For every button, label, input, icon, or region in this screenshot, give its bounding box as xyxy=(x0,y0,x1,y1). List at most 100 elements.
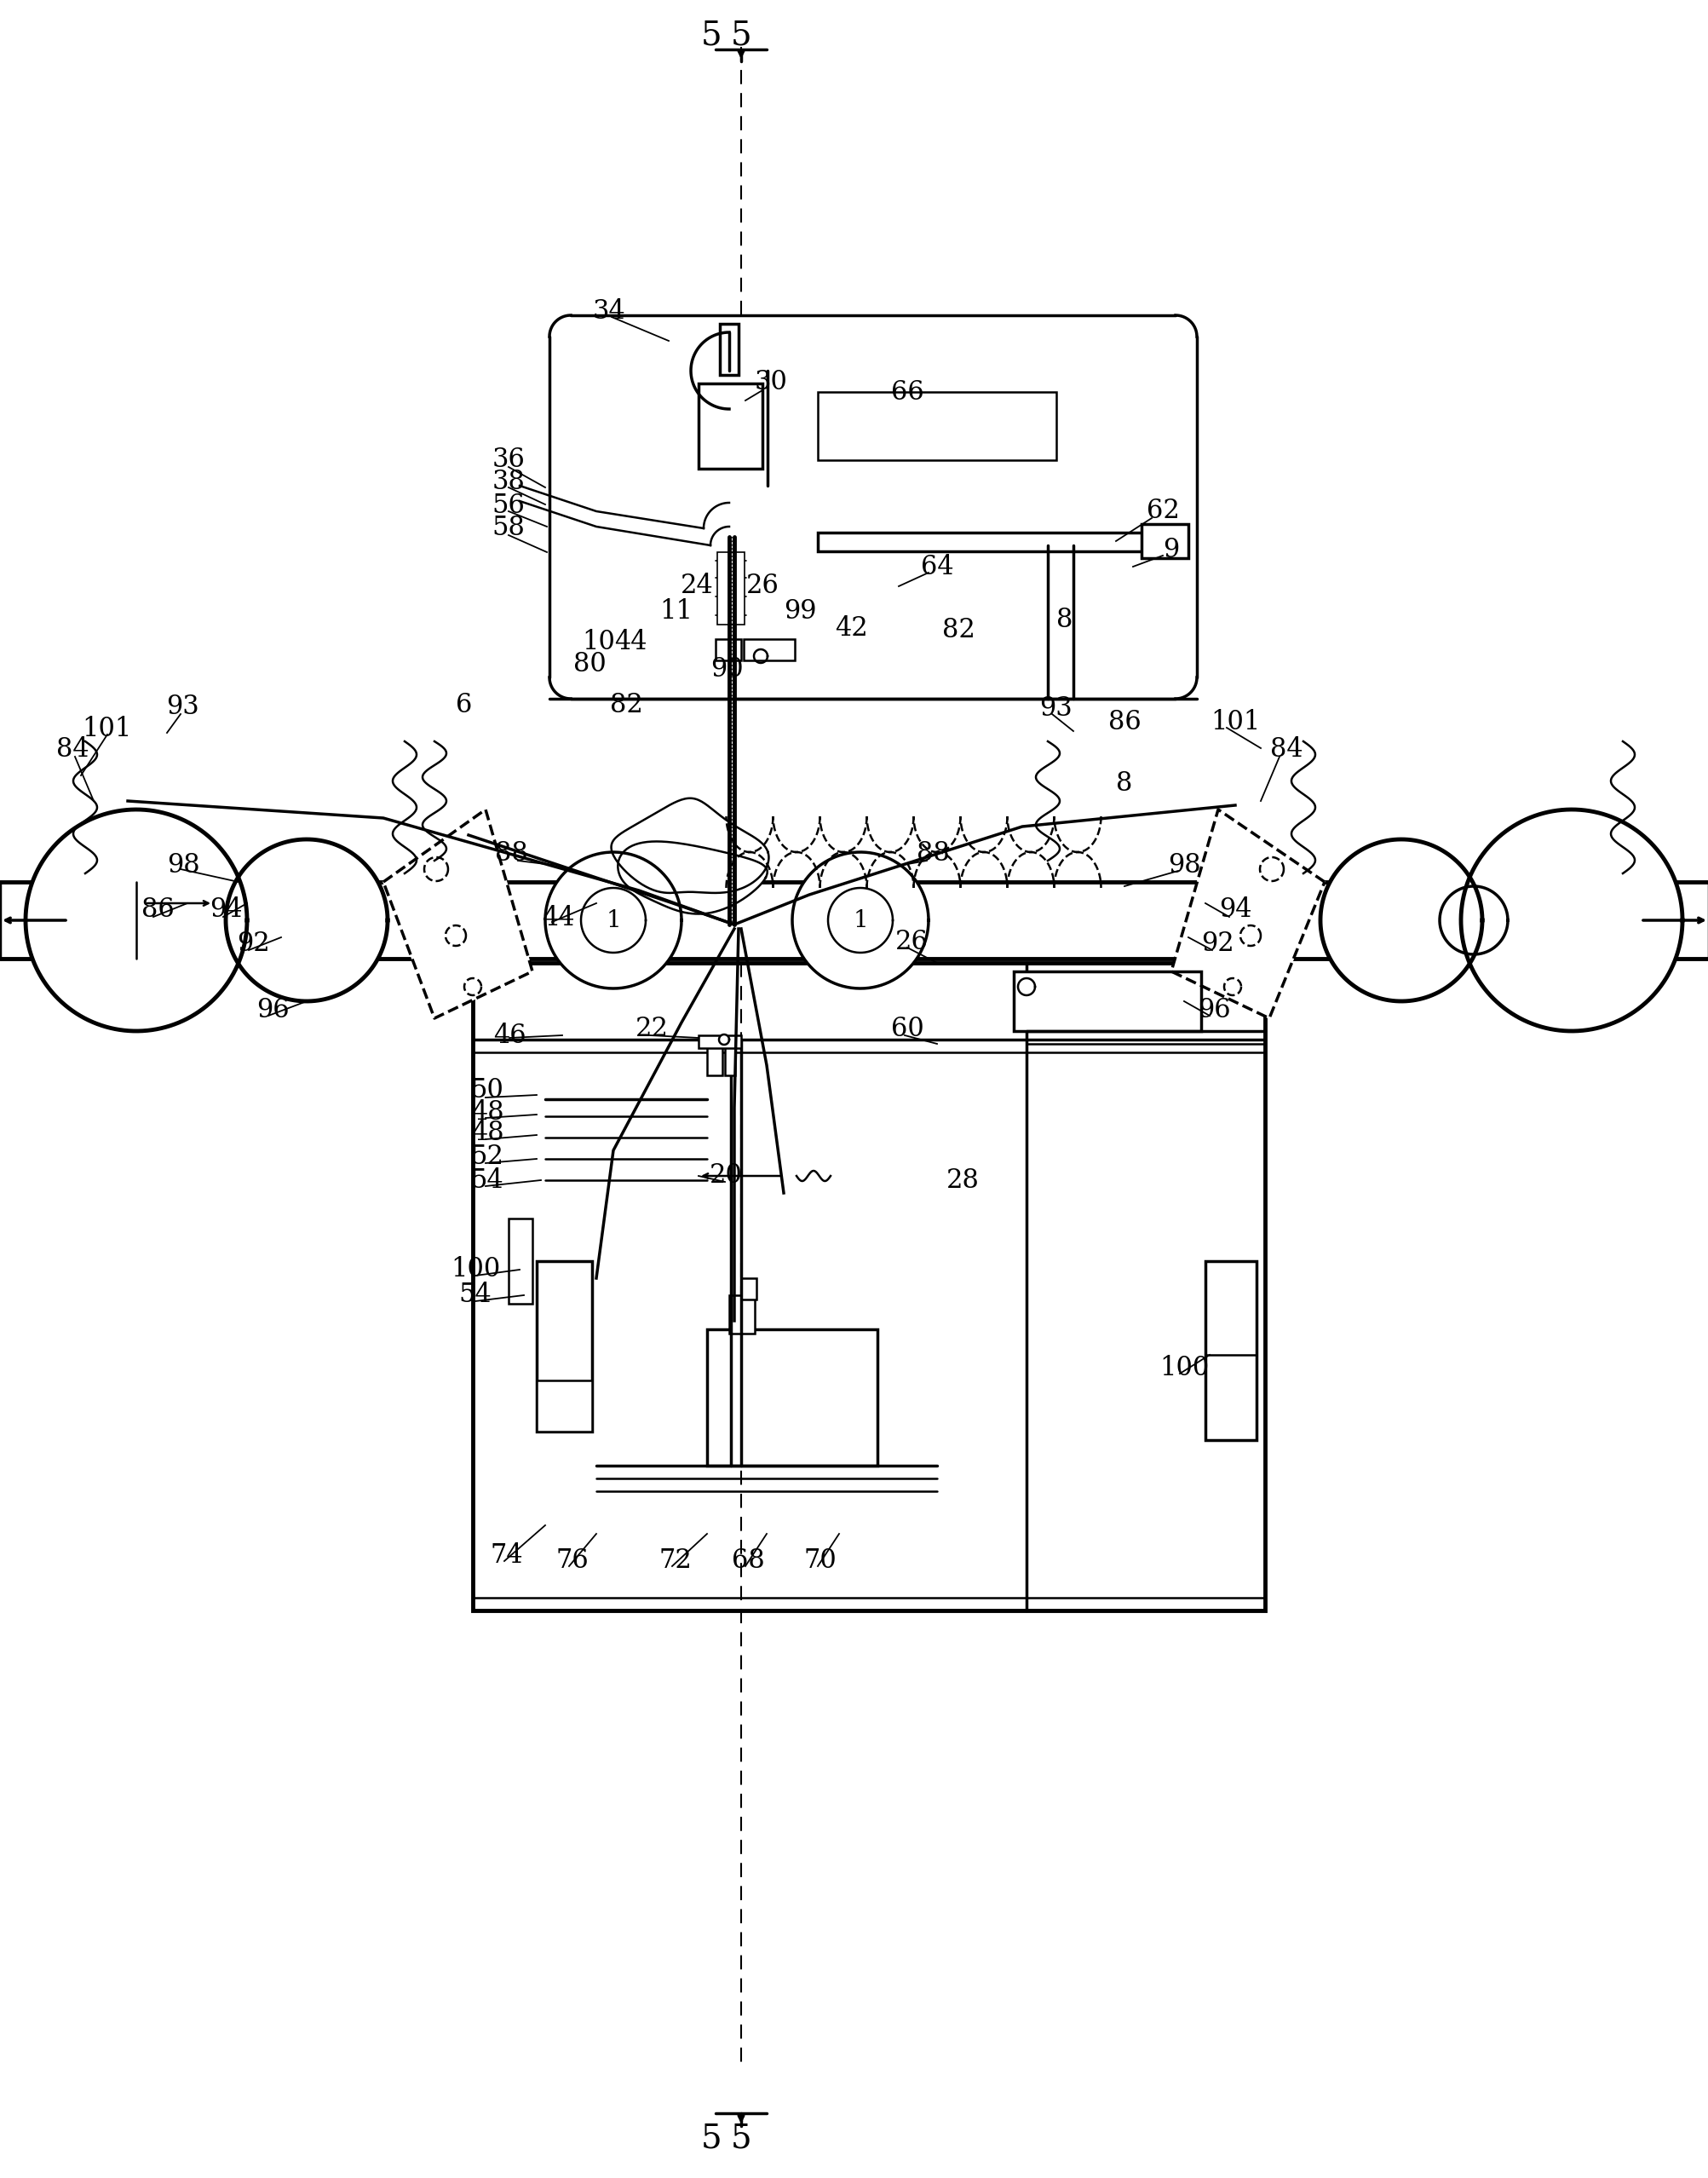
Bar xyxy=(509,1218,533,1305)
Text: 11: 11 xyxy=(659,599,693,625)
Text: 96: 96 xyxy=(1197,998,1230,1024)
Text: 82: 82 xyxy=(610,693,642,719)
Text: 52: 52 xyxy=(470,1143,504,1170)
Text: 42: 42 xyxy=(835,616,868,643)
Text: 93: 93 xyxy=(1038,695,1073,723)
Text: 84: 84 xyxy=(56,736,89,762)
Bar xyxy=(707,1041,722,1076)
Bar xyxy=(1141,525,1187,558)
Text: 26: 26 xyxy=(895,928,927,954)
Polygon shape xyxy=(446,926,466,945)
Text: 80: 80 xyxy=(572,651,606,677)
Text: 60: 60 xyxy=(890,1017,924,1043)
Polygon shape xyxy=(465,978,482,995)
Bar xyxy=(473,963,1264,1610)
Polygon shape xyxy=(1438,886,1506,954)
Text: 10: 10 xyxy=(582,629,615,656)
Text: 56: 56 xyxy=(492,492,524,518)
Text: 36: 36 xyxy=(492,446,524,473)
Polygon shape xyxy=(545,852,681,989)
Text: 38: 38 xyxy=(492,468,524,494)
Text: 58: 58 xyxy=(492,516,524,542)
Text: 88: 88 xyxy=(915,841,950,867)
Text: 8: 8 xyxy=(1115,771,1132,797)
Text: 6: 6 xyxy=(456,693,473,719)
Text: 26: 26 xyxy=(745,573,779,599)
Text: 1: 1 xyxy=(605,908,620,932)
Text: 88: 88 xyxy=(494,841,528,867)
Text: 54: 54 xyxy=(459,1283,492,1309)
Text: 46: 46 xyxy=(492,1021,526,1048)
Text: 74: 74 xyxy=(490,1542,523,1568)
Text: 94: 94 xyxy=(210,897,243,923)
Text: 92: 92 xyxy=(237,930,270,958)
Text: 94: 94 xyxy=(1218,897,1250,923)
Text: 82: 82 xyxy=(941,616,975,645)
Text: 54: 54 xyxy=(470,1167,504,1194)
Text: 64: 64 xyxy=(921,553,953,579)
Text: 96: 96 xyxy=(256,998,289,1024)
Bar xyxy=(724,1041,734,1076)
Text: 86: 86 xyxy=(1107,710,1141,736)
Text: 100: 100 xyxy=(451,1257,500,1283)
Bar xyxy=(707,1329,876,1466)
Text: 100: 100 xyxy=(1158,1355,1208,1381)
Text: 98: 98 xyxy=(1167,852,1201,878)
Text: 48: 48 xyxy=(471,1119,504,1146)
Text: 86: 86 xyxy=(142,897,174,923)
Text: 72: 72 xyxy=(659,1549,692,1575)
Bar xyxy=(741,1278,757,1300)
Polygon shape xyxy=(1320,839,1481,1002)
Polygon shape xyxy=(1240,926,1261,945)
Polygon shape xyxy=(618,841,767,915)
Text: 20: 20 xyxy=(709,1163,741,1189)
Text: 48: 48 xyxy=(471,1098,504,1126)
Text: 68: 68 xyxy=(731,1549,763,1575)
Text: 76: 76 xyxy=(555,1549,589,1575)
Bar xyxy=(719,325,738,375)
Text: 101: 101 xyxy=(1209,710,1259,736)
Text: 28: 28 xyxy=(946,1167,979,1194)
Polygon shape xyxy=(719,1035,729,1045)
Polygon shape xyxy=(383,810,533,1019)
Bar xyxy=(818,392,1056,460)
Text: 24: 24 xyxy=(680,573,712,599)
Text: 8: 8 xyxy=(1056,608,1073,634)
Text: 44: 44 xyxy=(541,906,574,932)
Bar xyxy=(717,553,745,625)
Text: 5: 5 xyxy=(700,2124,721,2154)
Bar xyxy=(1013,971,1201,1030)
Text: 50: 50 xyxy=(470,1078,504,1104)
Bar xyxy=(699,1035,741,1048)
Text: 84: 84 xyxy=(1269,736,1301,762)
Polygon shape xyxy=(1223,978,1240,995)
Bar xyxy=(818,534,1175,551)
Polygon shape xyxy=(225,839,388,1002)
Polygon shape xyxy=(1170,810,1324,1019)
Text: 62: 62 xyxy=(1146,499,1179,525)
Text: 30: 30 xyxy=(753,368,787,394)
Text: 9: 9 xyxy=(1163,536,1179,562)
Text: 90: 90 xyxy=(711,656,743,682)
Text: 34: 34 xyxy=(593,298,625,325)
Text: 1: 1 xyxy=(852,908,868,932)
Polygon shape xyxy=(424,858,447,882)
Bar xyxy=(716,638,741,660)
Bar xyxy=(729,1296,755,1333)
Bar xyxy=(743,638,794,660)
Polygon shape xyxy=(1259,858,1283,882)
Bar xyxy=(536,1381,591,1431)
Text: 101: 101 xyxy=(82,714,132,743)
Bar xyxy=(699,383,762,468)
Polygon shape xyxy=(1018,978,1035,995)
Text: 99: 99 xyxy=(782,599,816,625)
Polygon shape xyxy=(1460,810,1682,1030)
Text: 5: 5 xyxy=(700,20,721,52)
Bar xyxy=(1204,1261,1255,1440)
Text: 22: 22 xyxy=(635,1017,668,1043)
Polygon shape xyxy=(26,810,248,1030)
Text: 44: 44 xyxy=(613,629,646,656)
Polygon shape xyxy=(611,797,769,893)
Text: 66: 66 xyxy=(890,379,924,405)
Text: 93: 93 xyxy=(167,695,200,721)
